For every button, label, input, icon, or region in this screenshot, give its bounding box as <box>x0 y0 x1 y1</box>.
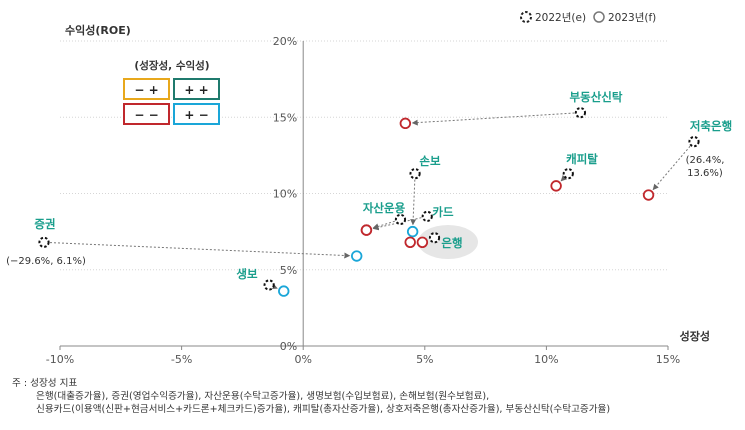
point-2022 <box>574 107 587 119</box>
quadrant-box-title: (성장성, 수익성) <box>134 59 209 72</box>
quadrant-cell <box>123 78 170 100</box>
point-2023 <box>416 236 429 249</box>
x-tick-label: -10% <box>46 353 74 366</box>
point-2022 <box>421 210 433 222</box>
quadrant-cell-signs: + + <box>184 83 208 97</box>
point-2022 <box>428 232 441 244</box>
move-arrow <box>49 242 351 259</box>
quadrant-cell-signs: + − <box>184 108 208 122</box>
quadrant-cell <box>173 78 220 100</box>
x-axis-title: 성장성 <box>680 329 710 343</box>
legend-label-2022: 2022년(e) <box>535 12 586 24</box>
sector-label: 자산운용 <box>363 201 406 215</box>
move-arrow <box>411 112 575 126</box>
move-arrow <box>271 283 278 290</box>
point-2022 <box>263 279 275 291</box>
sector-label: 생보 <box>236 267 258 281</box>
point-2022 <box>562 168 574 180</box>
legend-marker-2022 <box>520 11 532 23</box>
sector-label: 은행 <box>441 236 462 250</box>
sector-label: 증권 <box>34 217 55 231</box>
y-tick-label: 5% <box>280 264 297 277</box>
point-2022 <box>38 236 50 248</box>
footnote-title: 주 : 성장성 지표 <box>12 378 78 389</box>
move-arrow <box>410 179 417 226</box>
footnote-line-2: 신용카드(이용액(신판+현금서비스+카드론+체크카드)증가율), 캐피탈(총자산… <box>36 404 611 415</box>
point-2023 <box>278 285 290 297</box>
sector-label: 부동산신탁 <box>570 90 623 104</box>
y-tick-label: 20% <box>273 35 297 48</box>
y-tick-label: 10% <box>273 188 297 201</box>
point-2022 <box>409 168 421 180</box>
scatter-chart: 0% 5% 10% 15% 20% -10% -5% 0% 5% 10% 15% 수익성(ROE) 성장… <box>6 11 732 366</box>
point-2023 <box>550 180 562 192</box>
point-2023 <box>399 117 412 130</box>
annotation-text: (26.4%, <box>686 155 725 166</box>
point-2023 <box>351 250 363 262</box>
quadrant-cell-signs: − − <box>134 108 158 122</box>
annotation-text: (−29.6%, 6.1%) <box>6 256 86 267</box>
quadrant-cell-signs: − + <box>134 83 158 97</box>
footnote: 주 : 성장성 지표 은행(대출증가율), 증권(영업수익증가율), 자산운용(… <box>12 377 737 416</box>
sector-label: 캐피탈 <box>566 152 598 166</box>
point-2023 <box>406 225 419 238</box>
x-tick-label: 5% <box>416 353 433 366</box>
y-tick-label: 15% <box>273 111 297 124</box>
quadrant-cell <box>173 103 220 125</box>
legend-marker-2023 <box>593 11 605 23</box>
move-arrow <box>372 220 395 230</box>
sector-label: 카드 <box>432 205 454 219</box>
sector-label: 저축은행 <box>690 119 732 133</box>
x-tick-label: 0% <box>294 353 311 366</box>
point-2023 <box>404 236 416 249</box>
point-2023 <box>642 189 655 201</box>
point-2022 <box>688 136 700 148</box>
quadrant-cell <box>123 103 170 125</box>
move-arrow <box>560 174 568 182</box>
x-tick-label: 10% <box>534 353 558 366</box>
point-2023 <box>360 224 373 236</box>
y-tick-label: 0% <box>280 340 297 353</box>
y-axis-title: 수익성(ROE) <box>65 23 131 37</box>
annotation-text: 13.6%) <box>687 168 723 179</box>
x-tick-label: -5% <box>171 353 192 366</box>
footnote-line-1: 은행(대출증가율), 증권(영업수익증가율), 자산운용(수탁고증가율), 생명… <box>36 391 490 402</box>
x-tick-label: 15% <box>656 353 680 366</box>
legend-label-2023: 2023년(f) <box>608 12 656 24</box>
sector-label: 손보 <box>419 154 441 168</box>
move-arrow <box>652 145 691 191</box>
point-2022 <box>394 213 407 226</box>
